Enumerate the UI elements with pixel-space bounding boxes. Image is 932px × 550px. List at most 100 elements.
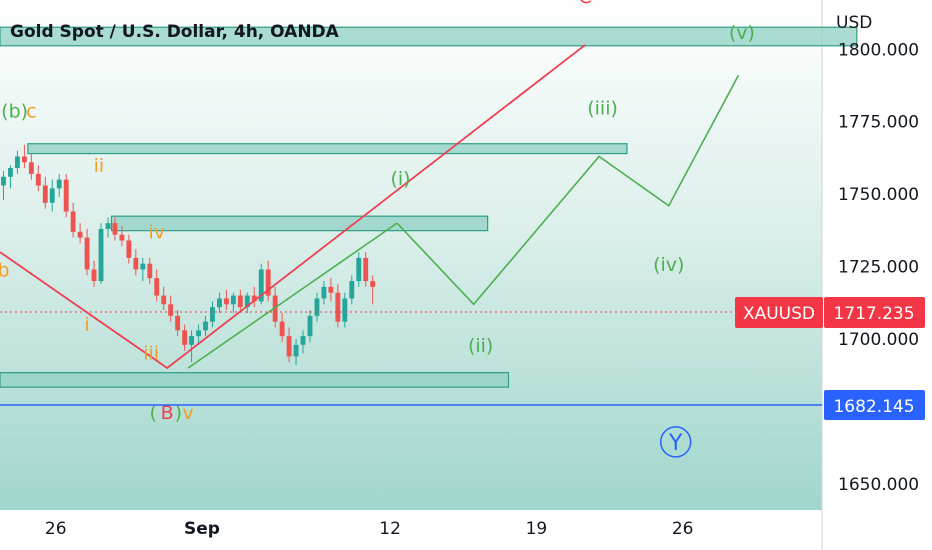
candle [216, 292, 222, 313]
candle [35, 165, 41, 192]
candle-body [28, 162, 34, 174]
lines-layer [0, 44, 740, 370]
candle [189, 330, 195, 363]
candle-body [182, 330, 188, 345]
candle-body [196, 330, 201, 337]
zones-layer [0, 26, 858, 388]
wave-label: iv [148, 221, 165, 243]
candle [49, 179, 55, 212]
candle [133, 249, 139, 276]
candle-body [189, 336, 195, 345]
x-tick-label: Sep [184, 519, 220, 539]
candle [70, 202, 76, 238]
candle-body [314, 298, 320, 316]
candle-body [1, 176, 6, 186]
candle-body [42, 185, 48, 203]
x-tick-label: 26 [672, 519, 694, 539]
price-axis-panel [822, 0, 932, 550]
candle [14, 150, 20, 174]
green-projection-line[interactable] [396, 74, 740, 306]
date-axis-panel [0, 510, 822, 550]
candle-body [230, 295, 236, 305]
candle-body [265, 269, 271, 296]
candle-body [203, 321, 208, 331]
plot-background [0, 0, 822, 510]
zone-high[interactable] [27, 143, 628, 155]
candle-body [168, 304, 174, 316]
candle-body [300, 336, 306, 345]
candle [175, 310, 181, 337]
candle [154, 269, 160, 302]
y-tick-label: 1650.000 [838, 475, 919, 495]
candle-body [14, 156, 20, 169]
candle-body [356, 257, 362, 282]
wave-label: b [0, 260, 10, 282]
candle [21, 144, 27, 169]
candle [77, 223, 83, 244]
zone-top[interactable] [0, 26, 858, 47]
wave-label: (b) [1, 100, 28, 122]
candle [196, 324, 201, 345]
candle-body [279, 321, 285, 337]
y-tick-label: 1700.000 [838, 330, 919, 350]
candle [335, 283, 341, 328]
wave-label: B [161, 402, 174, 424]
x-tick-label: 12 [379, 519, 401, 539]
candle [237, 289, 243, 311]
candle-body [21, 156, 27, 163]
wave-circle-label: Y [668, 431, 683, 456]
candle [244, 292, 250, 313]
candle-body [237, 295, 243, 308]
wave-circle [659, 426, 692, 458]
candle [8, 165, 13, 189]
candle-body [321, 286, 327, 299]
candle-body [119, 234, 125, 241]
candle [321, 281, 327, 305]
candle [112, 217, 118, 241]
x-tick-label: 19 [526, 519, 548, 539]
price-tag-value-box [824, 297, 925, 328]
candle [210, 301, 215, 328]
chart-title: Gold Spot / U.S. Dollar, 4h, OANDA [10, 22, 340, 42]
x-tick-label: 26 [45, 519, 67, 539]
candle [251, 286, 257, 308]
y-tick-label: 1725.000 [838, 258, 919, 278]
candle-body [105, 223, 111, 229]
candle [91, 260, 97, 287]
zone-mid[interactable] [110, 215, 489, 232]
candle-body [133, 257, 139, 270]
candle-body [77, 231, 83, 238]
support-tag-value: 1682.145 [833, 397, 914, 417]
candle [293, 339, 299, 366]
candle-body [244, 295, 250, 308]
wave-label: (iii) [587, 97, 618, 119]
candle-body [363, 257, 369, 282]
candle [258, 263, 264, 305]
price-tag-symbol-box [735, 297, 823, 328]
zone-low[interactable] [0, 372, 510, 388]
green-channel-line[interactable] [187, 222, 398, 369]
price-tag-value: 1717.235 [833, 304, 914, 324]
candle-body [286, 336, 292, 357]
support-tag-box [824, 390, 925, 420]
candle-body [335, 292, 341, 322]
support-tag: 1682.145 [824, 390, 925, 420]
wave-label: (ii) [468, 335, 493, 357]
candle-body [84, 237, 90, 270]
price-tag-symbol: XAUUSD [743, 304, 815, 324]
wave-label: ii [94, 155, 105, 177]
candle [356, 252, 362, 287]
candle [161, 286, 167, 311]
candle [56, 173, 62, 198]
candle [328, 278, 334, 302]
candle-body [342, 298, 348, 322]
wave-label: (v) [729, 22, 755, 44]
candle-body [307, 315, 313, 337]
wave-label: ( [150, 402, 157, 424]
red-trend-line[interactable] [0, 44, 586, 370]
candle [223, 289, 229, 311]
candle [63, 173, 69, 218]
candle [230, 292, 236, 313]
